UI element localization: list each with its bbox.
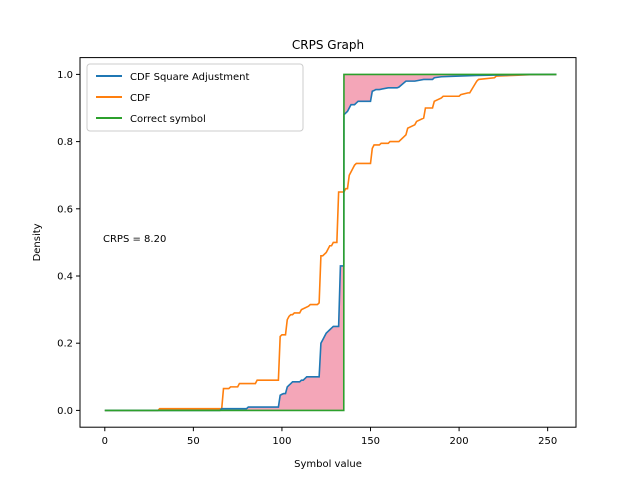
y-axis-label: Density	[32, 223, 43, 261]
legend: CDF Square Adjustment CDF Correct symbol	[86, 63, 304, 132]
x-tick-label: 150	[361, 436, 380, 447]
chart-title: CRPS Graph	[292, 38, 364, 52]
crps-annotation: CRPS = 8.20	[103, 234, 166, 245]
x-tick-label: 250	[538, 436, 557, 447]
x-axis-label: Symbol value	[294, 459, 362, 470]
legend-label-correct-symbol: Correct symbol	[130, 114, 206, 125]
x-tick-label: 200	[450, 436, 469, 447]
y-tick-label: 0.6	[57, 204, 73, 215]
y-tick-label: 0.2	[57, 339, 73, 350]
y-tick-label: 0.4	[57, 272, 73, 283]
crps-fill-area	[104, 74, 557, 411]
y-tick-label: 0.0	[57, 406, 73, 417]
x-tick-label: 0	[102, 436, 108, 447]
x-tick-label: 100	[272, 436, 291, 447]
series-lines	[104, 73, 557, 412]
crps-fill-path	[104, 74, 557, 411]
x-axis-ticks: 0 50 100 150 200 250	[102, 427, 557, 447]
series-line-cdf-square-adjustment	[104, 73, 557, 412]
y-tick-label: 1.0	[57, 70, 73, 81]
y-axis-ticks: 0.0 0.2 0.4 0.6 0.8 1.0	[57, 70, 80, 417]
legend-label-cdf-square-adjustment: CDF Square Adjustment	[130, 72, 249, 83]
series-line-correct-symbol	[104, 73, 557, 412]
legend-label-cdf: CDF	[130, 93, 151, 104]
plot-frame	[79, 57, 577, 428]
x-tick-label: 50	[187, 436, 200, 447]
legend-box	[86, 63, 304, 132]
y-tick-label: 0.8	[57, 137, 73, 148]
